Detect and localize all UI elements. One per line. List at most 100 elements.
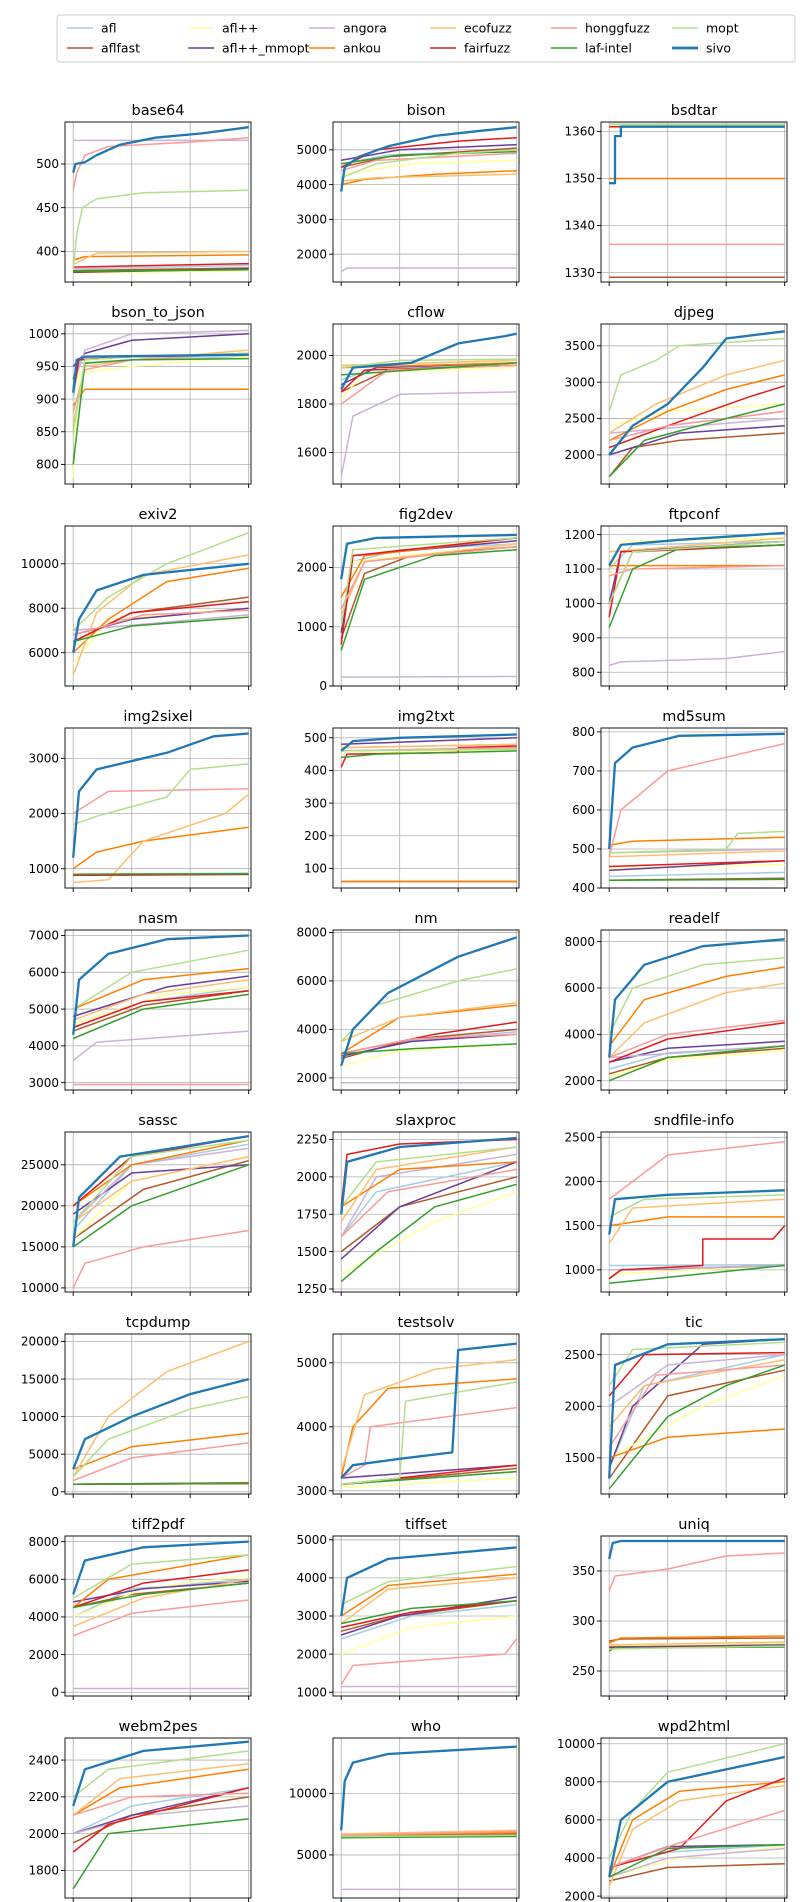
panel-title: nasm — [138, 911, 178, 927]
y-tick-label: 2000 — [564, 1074, 595, 1088]
panel-tiff2pdf: tiff2pdf 0 2000 4000 6000 8000 — [28, 1517, 252, 1700]
panel-tcpdump: tcpdump 0 5000 10000 15000 20000 — [21, 1315, 252, 1499]
y-tick-label: 4000 — [296, 1023, 327, 1037]
series-fairfuzz — [72, 989, 249, 1029]
series-honggfuzz — [608, 1364, 785, 1448]
series-group — [340, 332, 517, 477]
legend-label-ankou: ankou — [343, 41, 381, 56]
series-honggfuzz — [608, 742, 785, 857]
series-laf-intel — [72, 993, 249, 1040]
y-tick-label: 900 — [36, 392, 59, 406]
series-mopt — [609, 1645, 785, 1650]
series-honggfuzz — [72, 1229, 249, 1289]
y-tick-label: 600 — [572, 803, 595, 817]
legend-label-sivo: sivo — [706, 41, 731, 56]
axes-frame — [600, 323, 788, 485]
series-mopt — [72, 1139, 249, 1223]
series-mopt — [72, 1750, 249, 1798]
y-tick-label: 1000 — [296, 620, 327, 634]
series-sivo — [340, 1745, 517, 1831]
series-aflfast — [609, 1637, 785, 1642]
series-mopt — [608, 1341, 785, 1387]
series-ecofuzz — [73, 793, 250, 884]
series-ankou — [608, 966, 785, 1047]
y-tick-label: 10000 — [21, 1410, 59, 1424]
series-ankou — [72, 1554, 249, 1609]
series-sivo — [608, 330, 785, 456]
y-tick-label: 4000 — [296, 1571, 327, 1585]
axes-frame — [332, 525, 520, 687]
series-laf-intel — [72, 1164, 249, 1248]
y-tick-label: 20000 — [21, 1335, 59, 1349]
series-group — [340, 1342, 517, 1489]
axes-frame — [332, 1333, 520, 1495]
series-ecofuzz — [340, 1577, 517, 1625]
y-tick-label: 2000 — [564, 1889, 595, 1902]
series-laf-intel — [608, 1843, 785, 1878]
series-laf-intel — [72, 357, 249, 465]
series-group — [72, 732, 250, 884]
series-afl++ — [608, 1049, 785, 1077]
y-tick-label: 8000 — [28, 1535, 59, 1549]
series-group — [608, 531, 785, 667]
y-tick-label: 2000 — [28, 1827, 59, 1841]
series-sivo — [608, 1539, 785, 1560]
y-tick-label: 7000 — [28, 929, 59, 943]
y-tick-label: 400 — [36, 245, 59, 259]
y-tick-label: 15000 — [21, 1240, 59, 1254]
series-group — [72, 1134, 249, 1289]
y-tick-label: 1350 — [564, 172, 595, 186]
panel-bison: bison 2000 3000 4000 5000 — [296, 103, 520, 286]
series-laf-intel — [341, 1043, 517, 1055]
panel-title: tiff2pdf — [132, 1517, 185, 1533]
series-mopt — [72, 531, 249, 631]
panel-title: ftpconf — [669, 507, 721, 523]
series-fairfuzz — [609, 859, 785, 868]
y-tick-label: 2000 — [296, 1071, 327, 1085]
y-tick-label: 6000 — [28, 646, 59, 660]
series-afl++ — [340, 1615, 517, 1655]
series-honggfuzz — [609, 410, 785, 442]
y-tick-label: 2000 — [296, 247, 327, 261]
y-tick-label: 2500 — [564, 412, 595, 426]
y-tick-label: 4000 — [564, 1851, 595, 1865]
series-group — [340, 1136, 517, 1283]
panel-title: tiffset — [405, 1517, 447, 1533]
series-ecofuzz — [72, 1155, 249, 1223]
series-group — [608, 330, 785, 478]
y-tick-label: 4000 — [28, 1039, 59, 1053]
y-tick-label: 500 — [572, 842, 595, 856]
y-tick-label: 25000 — [21, 1158, 59, 1172]
series-sivo — [72, 934, 249, 1035]
y-tick-label: 4000 — [28, 1610, 59, 1624]
series-laf-intel — [73, 872, 249, 875]
panel-sassc: sassc 10000 15000 20000 25000 — [21, 1113, 252, 1296]
series-mopt — [608, 337, 785, 412]
series-honggfuzz — [340, 1638, 518, 1685]
y-tick-label: 1600 — [296, 446, 327, 460]
series-fairfuzz — [340, 537, 517, 645]
panel-slaxproc: slaxproc 1250 1500 1750 2000 2250 — [296, 1113, 520, 1296]
series-ecofuzz — [340, 1001, 517, 1043]
series-laf-intel — [73, 1582, 249, 1609]
series-aflfast — [608, 432, 785, 478]
y-tick-label: 8000 — [564, 1775, 595, 1789]
panel-title: tcpdump — [126, 1315, 191, 1331]
series-laf-intel — [340, 548, 517, 651]
y-tick-label: 250 — [572, 1664, 595, 1678]
series-laf-intel — [73, 616, 249, 643]
series-honggfuzz — [72, 787, 249, 815]
series-aflfast — [608, 1369, 785, 1479]
series-afl++_mmopt — [341, 1033, 517, 1057]
series-ankou — [72, 567, 249, 654]
series-ecofuzz — [608, 1359, 785, 1428]
series-afl++_mmopt — [72, 1786, 249, 1835]
series-fairfuzz — [72, 1569, 249, 1609]
y-tick-label: 0 — [319, 679, 327, 693]
series-aflfast — [72, 1159, 249, 1240]
series-angora — [608, 650, 785, 667]
panel-base64: base64 400 450 500 — [36, 103, 252, 286]
y-tick-label: 8000 — [28, 601, 59, 615]
series-fairfuzz — [608, 1022, 785, 1063]
